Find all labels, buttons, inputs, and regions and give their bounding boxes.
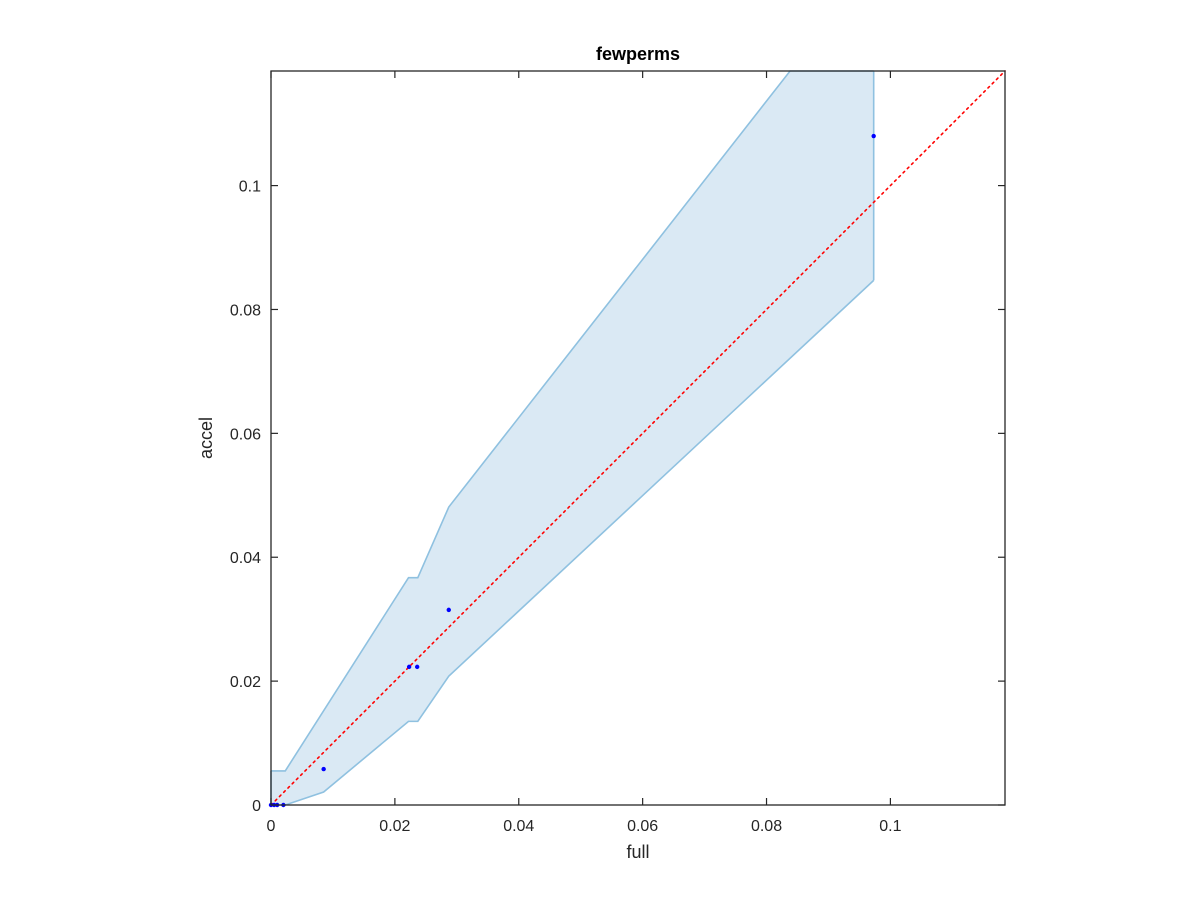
data-point [871,133,876,139]
chart-title: fewperms [596,44,680,64]
y-tick-label: 0.06 [230,426,261,443]
data-point [446,607,451,613]
data-point [414,664,420,670]
x-tick-label: 0 [267,818,276,835]
data-point [321,766,326,772]
data-point [406,664,412,670]
y-tick-label: 0.08 [230,302,261,319]
reference-line-layer [270,70,1006,806]
y-tick-label: 0.04 [230,550,261,567]
confidence-band [270,70,875,806]
x-axis-label: full [626,842,649,862]
band-area [271,71,874,805]
y-tick-label: 0.1 [239,179,261,196]
x-tick-label: 0.08 [751,818,782,835]
y-tick-label: 0 [252,798,261,815]
x-tick-label: 0.04 [503,818,534,835]
y-tick-label: 0.02 [230,674,261,691]
data-points [268,133,876,808]
y-axis-label: accel [196,417,216,459]
reference-line [270,70,1006,806]
x-tick-label: 0.02 [379,818,410,835]
x-tick-label: 0.06 [627,818,658,835]
x-tick-label: 0.1 [879,818,901,835]
plot-frame [270,70,1006,806]
axis-ticks: 0 0.02 0.04 0.06 0.08 0.1 0 0.02 0.04 0.06 0.08 0.1 [230,71,1005,835]
